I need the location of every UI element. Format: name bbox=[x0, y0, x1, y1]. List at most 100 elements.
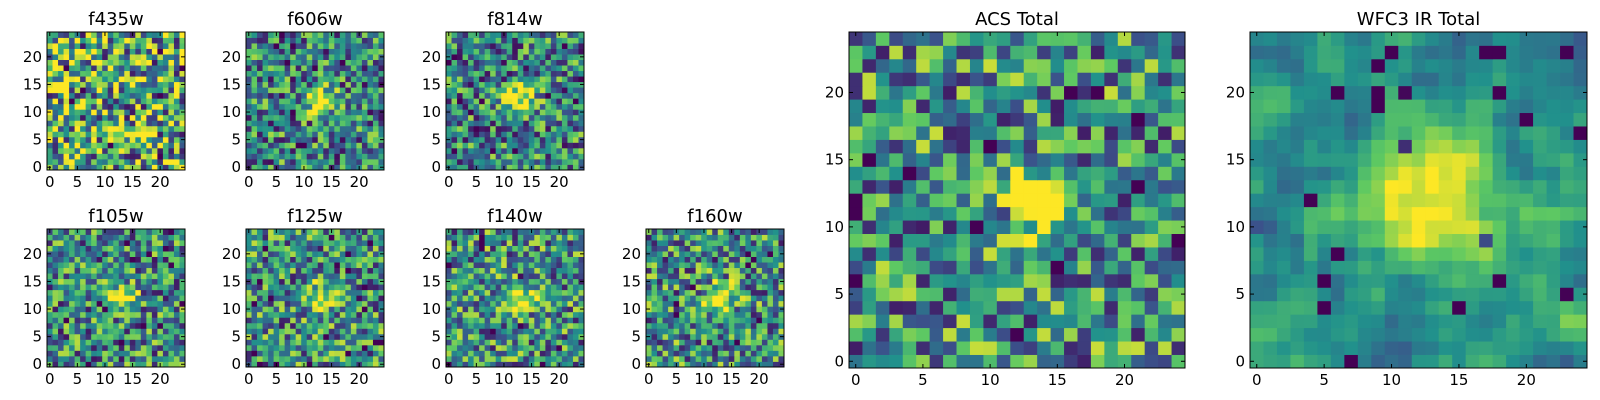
heatmap-cell bbox=[356, 147, 363, 154]
heatmap-cell bbox=[157, 333, 164, 340]
heatmap-cell bbox=[356, 109, 363, 116]
heatmap-cell bbox=[257, 114, 263, 121]
heatmap-cell bbox=[657, 284, 663, 291]
heatmap-cell bbox=[473, 153, 480, 160]
heatmap-cell bbox=[462, 125, 469, 132]
heatmap-cell bbox=[124, 136, 131, 143]
heatmap-cell bbox=[246, 92, 252, 99]
heatmap-cell bbox=[1158, 247, 1172, 261]
heatmap-cell bbox=[484, 240, 491, 246]
heatmap-cell bbox=[345, 273, 352, 280]
heatmap-cell bbox=[339, 114, 346, 121]
heatmap-cell bbox=[339, 350, 346, 357]
heatmap-cell bbox=[113, 251, 120, 257]
heatmap-cell bbox=[151, 120, 158, 127]
heatmap-cell bbox=[295, 37, 302, 44]
heatmap-cell bbox=[378, 311, 385, 318]
heatmap-cell bbox=[767, 245, 774, 252]
heatmap-cell bbox=[350, 125, 357, 132]
heatmap-cell bbox=[750, 344, 757, 351]
heatmap-cell bbox=[673, 234, 680, 241]
heatmap-cell bbox=[723, 267, 730, 274]
heatmap-cell bbox=[1090, 314, 1105, 329]
heatmap-cell bbox=[457, 59, 463, 66]
heatmap-cells bbox=[246, 32, 385, 171]
heatmap-cell bbox=[561, 322, 568, 329]
heatmap-cell bbox=[506, 120, 513, 127]
heatmap-cell bbox=[179, 300, 186, 307]
heatmap-cell bbox=[173, 131, 180, 138]
heatmap-cell bbox=[290, 114, 297, 121]
heatmap-cell bbox=[290, 125, 297, 132]
heatmap-cell bbox=[662, 229, 669, 235]
heatmap-cell bbox=[124, 76, 131, 83]
heatmap-cell bbox=[1077, 327, 1092, 342]
heatmap-cell bbox=[350, 284, 357, 291]
heatmap-cell bbox=[943, 233, 957, 248]
heatmap-cell bbox=[1010, 247, 1025, 261]
heatmap-cell bbox=[534, 339, 541, 346]
heatmap-cell bbox=[91, 136, 98, 143]
heatmap-cell bbox=[996, 287, 1011, 302]
heatmap-cell bbox=[462, 317, 469, 324]
heatmap-cell bbox=[750, 234, 757, 241]
heatmap-cell bbox=[58, 333, 64, 340]
heatmap-cell bbox=[317, 311, 324, 318]
heatmap-cell bbox=[739, 262, 746, 269]
heatmap-cell bbox=[668, 322, 674, 329]
heatmap-cell bbox=[996, 341, 1011, 355]
heatmap-cell bbox=[501, 136, 508, 143]
heatmap-cell bbox=[490, 92, 497, 99]
heatmap-cell bbox=[179, 76, 186, 83]
heatmap-cell bbox=[273, 70, 280, 77]
heatmap-cell bbox=[550, 120, 557, 127]
heatmap-cell bbox=[102, 81, 109, 88]
heatmap-cell bbox=[484, 229, 491, 235]
heatmap-cell bbox=[545, 317, 552, 324]
heatmap-cell bbox=[772, 317, 779, 324]
heatmap-cell bbox=[534, 350, 541, 357]
heatmap-cell bbox=[701, 251, 708, 257]
heatmap-cell bbox=[495, 32, 502, 38]
heatmap-cell bbox=[118, 306, 125, 313]
heatmap-cell bbox=[701, 273, 708, 280]
heatmap-cell bbox=[339, 229, 346, 235]
heatmap-cell bbox=[361, 81, 368, 88]
heatmap-cell bbox=[361, 131, 368, 138]
heatmap-cell bbox=[849, 193, 863, 208]
heatmap-cell bbox=[268, 81, 274, 88]
heatmap-cell bbox=[457, 65, 463, 72]
heatmap-cell bbox=[339, 251, 346, 257]
heatmap-cell bbox=[63, 59, 70, 66]
heatmap-cell bbox=[246, 311, 252, 318]
heatmap-cell bbox=[339, 278, 346, 285]
heatmap-cell bbox=[284, 328, 291, 335]
heatmap-cell bbox=[761, 306, 768, 313]
heatmap-cell bbox=[372, 37, 379, 44]
heatmap-cell bbox=[251, 339, 258, 346]
heatmap-cell bbox=[279, 92, 286, 99]
heatmap-cell bbox=[246, 284, 252, 291]
heatmap-cell bbox=[47, 350, 53, 357]
heatmap-cell bbox=[58, 81, 64, 88]
heatmap-cell bbox=[129, 76, 136, 83]
heatmap-cell bbox=[361, 59, 368, 66]
heatmap-cell bbox=[673, 350, 680, 357]
heatmap-cell bbox=[983, 327, 998, 342]
heatmap-cell bbox=[545, 136, 552, 143]
heatmap-cell bbox=[162, 328, 169, 335]
heatmap-cell bbox=[367, 273, 374, 280]
heatmap-cell bbox=[140, 114, 147, 121]
heatmap-cell bbox=[446, 103, 452, 110]
heatmap-cell bbox=[728, 350, 735, 357]
heatmap-cell bbox=[1050, 206, 1065, 221]
heatmap-cell bbox=[756, 245, 763, 252]
heatmap-cell bbox=[578, 125, 585, 132]
heatmap-cell bbox=[284, 322, 291, 329]
heatmap-cell bbox=[745, 361, 752, 368]
heatmap-cell bbox=[251, 284, 258, 291]
heatmap-cell bbox=[1023, 260, 1038, 275]
heatmap-cell bbox=[69, 245, 75, 252]
heatmap-cell bbox=[96, 267, 103, 274]
